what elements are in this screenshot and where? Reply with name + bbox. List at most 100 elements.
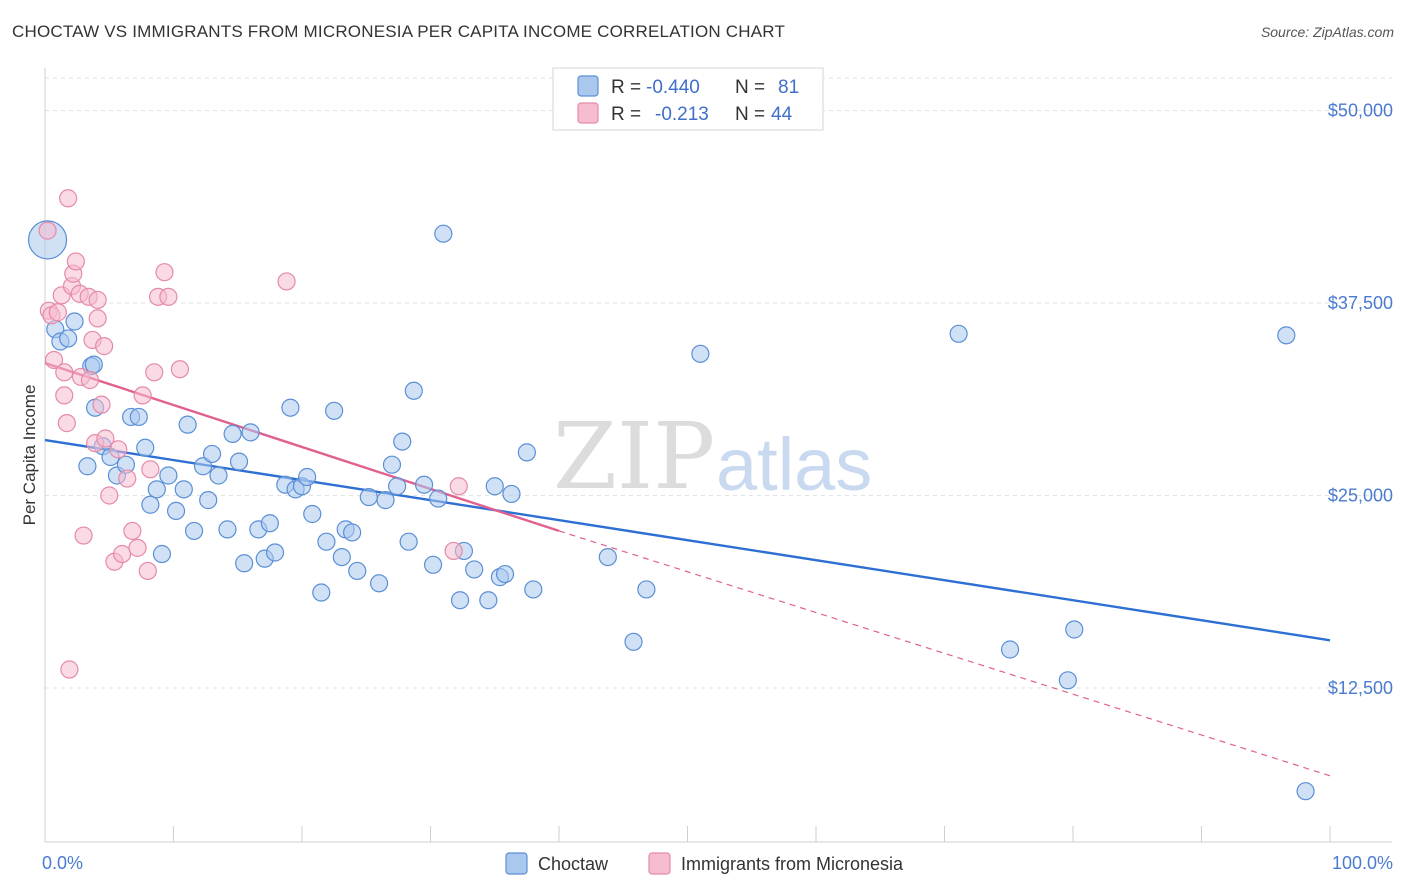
choctaw-point-25 (199, 491, 218, 510)
choctaw-point-28 (218, 520, 237, 539)
choctaw-point-71 (524, 580, 543, 599)
choctaw-point-29 (223, 424, 242, 443)
choctaw-point-38 (281, 398, 300, 417)
micronesia-point-25 (96, 429, 115, 448)
micronesia-point-40 (170, 360, 190, 379)
micronesia-point-30 (118, 469, 137, 488)
choctaw-point-60 (429, 489, 448, 508)
micronesia-point-13 (66, 252, 85, 271)
micronesia-point-31 (123, 521, 142, 541)
choctaw-point-18 (152, 544, 172, 564)
micronesia-point-39 (159, 287, 178, 306)
choctaw-point-3 (59, 329, 78, 348)
legend-swatch-choctaw (577, 75, 599, 97)
bottom-legend: Choctaw Immigrants from Micronesia (505, 852, 904, 875)
choctaw-point-49 (348, 561, 367, 581)
micronesia-point-6 (55, 363, 74, 382)
bottom-legend-label-choctaw: Choctaw (538, 854, 609, 874)
choctaw-point-45 (325, 401, 344, 420)
micronesia-point-9 (59, 189, 78, 208)
micronesia-point-43 (449, 477, 468, 496)
choctaw-point-51 (370, 574, 389, 593)
choctaw-point-75 (691, 344, 710, 363)
legend-r-value-1: -0.440 (646, 77, 700, 98)
chart-title: CHOCTAW VS IMMIGRANTS FROM MICRONESIA PE… (12, 22, 786, 41)
choctaw-point-43 (312, 583, 331, 602)
micronesia-point-10 (60, 660, 79, 679)
choctaw-point-59 (423, 555, 443, 574)
choctaw-point-7 (84, 355, 103, 374)
grid-lines (45, 77, 1392, 689)
choctaw-point-61 (434, 224, 453, 243)
watermark: ZIP atlas (553, 403, 872, 510)
choctaw-point-52 (376, 491, 395, 510)
choctaw-point-58 (414, 475, 434, 494)
choctaw-point-27 (209, 466, 228, 485)
choctaw-point-66 (485, 477, 504, 496)
source-label: Source: ZipAtlas.com (1260, 24, 1394, 40)
choctaw-point-35 (260, 514, 279, 533)
y-tick-label-12500: $12,500 (1328, 678, 1393, 698)
choctaw-point-32 (241, 423, 260, 442)
choctaw-point-16 (141, 495, 160, 514)
x-tick-label-0: 0.0% (42, 853, 83, 873)
bottom-legend-swatch-choctaw (505, 852, 528, 875)
watermark-zip: ZIP (553, 403, 715, 510)
micronesia-point-35 (141, 460, 160, 479)
micronesia-point-36 (145, 363, 164, 382)
legend-r-label-2: R = (611, 104, 641, 125)
choctaw-point-48 (343, 523, 362, 542)
legend-swatch-micronesia (577, 102, 599, 124)
choctaw-point-23 (184, 521, 204, 541)
choctaw-point-50 (359, 487, 378, 507)
choctaw-point-54 (387, 477, 407, 496)
micronesia-point-0 (38, 221, 57, 240)
micronesia-point-16 (74, 526, 93, 545)
micronesia-point-38 (155, 263, 174, 282)
choctaw-point-76 (949, 324, 968, 343)
micronesia-point-24 (95, 337, 114, 356)
micronesia-point-32 (128, 538, 147, 557)
choctaw-point-78 (1058, 671, 1077, 690)
choctaw-point-41 (298, 467, 317, 487)
choctaw-point-30 (229, 452, 249, 471)
micronesia-point-7 (55, 386, 74, 405)
choctaw-point-26 (202, 444, 222, 464)
choctaw-point-14 (129, 407, 148, 427)
choctaw-point-24 (193, 457, 213, 476)
legend-n-label-1: N = (735, 77, 765, 98)
choctaw-trend-line (44, 438, 1331, 642)
choctaw-point-64 (465, 560, 484, 579)
choctaw-point-4 (65, 312, 84, 331)
choctaw-point-81 (1296, 782, 1315, 801)
micronesia-point-42 (444, 541, 463, 561)
y-tick-label-25000: $25,000 (1328, 486, 1393, 506)
choctaw-point-0 (27, 220, 68, 260)
choctaw-point-62 (450, 591, 470, 610)
legend-n-label-2: N = (735, 104, 765, 125)
choctaw-point-31 (235, 554, 254, 573)
legend-n-value-1: 81 (778, 77, 799, 98)
top-legend: R = -0.440 N = 81 R = -0.213 N = 44 (552, 67, 824, 131)
y-tick-label-37500: $37,500 (1328, 293, 1393, 313)
choctaw-point-77 (1000, 640, 1020, 659)
choctaw-point-65 (479, 591, 498, 610)
micronesia-point-21 (88, 290, 107, 310)
micronesia-point-33 (133, 386, 152, 405)
tick-labels: $12,500 $25,000 $37,500 $50,000 0.0% 100.0% (42, 101, 1393, 874)
choctaw-point-74 (637, 580, 656, 599)
choctaw-point-20 (166, 501, 186, 520)
micronesia-point-28 (109, 440, 128, 459)
choctaw-point-70 (517, 443, 536, 462)
choctaw-point-73 (624, 632, 643, 651)
choctaw-point-42 (303, 504, 322, 524)
choctaw-point-56 (399, 532, 418, 551)
watermark-atlas: atlas (716, 423, 872, 506)
micronesia-point-4 (48, 303, 67, 322)
choctaw-point-5 (78, 457, 97, 476)
choctaw-point-17 (147, 480, 166, 499)
choctaw-point-53 (382, 455, 402, 474)
micronesia-trend-line (44, 361, 560, 533)
y-axis-title: Per Capita Income (20, 385, 39, 526)
